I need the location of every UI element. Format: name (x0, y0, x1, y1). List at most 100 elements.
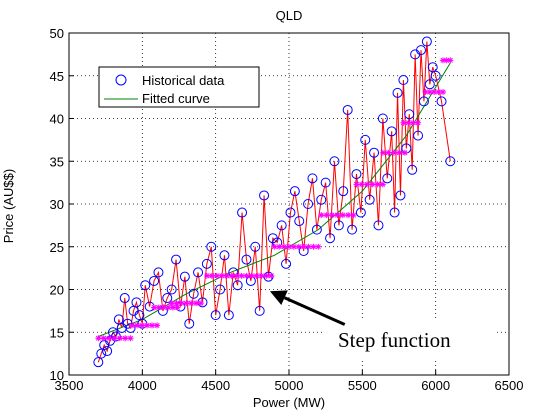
step-marker (100, 335, 107, 342)
historical-data-point (392, 87, 403, 98)
step-marker (218, 272, 225, 279)
historical-data-point (360, 134, 371, 145)
step-marker (318, 212, 325, 219)
legend-marker-historical (115, 74, 127, 86)
step-marker (151, 304, 158, 311)
step-marker (193, 300, 200, 307)
x-tick-label: 5500 (348, 378, 377, 393)
y-tick-label: 40 (50, 112, 64, 127)
historical-data-point (250, 241, 261, 252)
historical-data-point (281, 258, 292, 269)
historical-data-point (162, 293, 173, 304)
step-segment (318, 212, 357, 219)
y-tick-label: 15 (50, 325, 64, 340)
historical-data-point (364, 194, 375, 205)
historical-data-point (131, 297, 142, 308)
step-segment (400, 119, 422, 126)
step-marker (339, 212, 346, 219)
step-marker (443, 57, 450, 64)
historical-data-point (259, 190, 270, 201)
historical-data-point (210, 310, 221, 321)
historical-data-point (223, 310, 234, 321)
y-tick-label: 25 (50, 240, 64, 255)
historical-data-point (134, 310, 145, 321)
step-marker (178, 300, 185, 307)
step-marker (405, 119, 412, 126)
step-marker (305, 243, 312, 250)
historical-data-point (206, 241, 217, 252)
historical-data-point (219, 250, 230, 261)
historical-connector-line (97, 41, 451, 363)
historical-data-point (303, 199, 314, 209)
historical-data-point (201, 258, 212, 269)
step-marker (440, 88, 446, 95)
step-marker (410, 119, 417, 126)
legend-label-fitted: Fitted curve (142, 91, 210, 106)
annotation-arrow (283, 296, 346, 326)
historical-data-point (184, 318, 195, 329)
step-segment (353, 181, 386, 188)
step-marker (440, 57, 446, 64)
historical-data-point (351, 169, 362, 180)
y-tick-label: 35 (50, 154, 64, 169)
step-marker (385, 149, 392, 156)
historical-data-point (416, 45, 426, 56)
legend: Historical data Fitted curve (98, 66, 260, 108)
step-marker (426, 88, 433, 95)
step-marker (188, 300, 195, 307)
historical-data-point (404, 109, 415, 120)
step-marker (350, 212, 357, 219)
step-marker (243, 272, 250, 279)
step-marker (208, 272, 215, 279)
step-marker (396, 149, 403, 156)
step-marker (238, 272, 245, 279)
step-marker (134, 322, 141, 329)
fitted-curve (98, 62, 451, 337)
step-marker (358, 181, 365, 188)
step-marker (415, 119, 422, 126)
x-tick-label: 6500 (495, 378, 524, 393)
y-tick-label: 45 (50, 69, 64, 84)
historical-data-point (325, 233, 336, 244)
historical-data-point (398, 75, 409, 86)
step-segment (151, 304, 181, 311)
y-axis-label: Price (AU$$) (1, 169, 16, 243)
historical-data-point (285, 207, 296, 218)
historical-data-point (413, 130, 424, 141)
historical-data-point (241, 254, 252, 265)
step-marker (149, 322, 156, 329)
y-axis: 10 15 20 25 30 35 40 45 50 (50, 26, 74, 383)
x-tick-label: 5000 (275, 378, 304, 393)
step-marker (213, 272, 220, 279)
step-marker (400, 119, 407, 126)
y-tick-label: 50 (50, 26, 64, 41)
historical-data-point (263, 271, 274, 282)
annotation: Step function (269, 290, 495, 358)
step-marker (223, 272, 230, 279)
step-marker (168, 300, 175, 307)
chart-title: QLD (276, 8, 303, 23)
step-marker (116, 335, 123, 342)
historical-data-point (395, 190, 406, 201)
historical-data-point (421, 36, 432, 47)
step-marker (248, 272, 255, 279)
historical-data-point (369, 147, 380, 158)
step-segment (203, 272, 275, 279)
step-segment (271, 243, 322, 250)
x-axis-label: Power (MW) (253, 395, 325, 410)
x-tick-label: 3500 (55, 378, 84, 393)
step-marker (233, 272, 240, 279)
step-marker (295, 243, 302, 250)
step-marker (334, 212, 341, 219)
step-marker (315, 243, 322, 250)
step-marker (258, 272, 265, 279)
step-marker (286, 243, 292, 250)
step-marker (268, 272, 275, 279)
step-marker (144, 322, 151, 329)
step-marker (300, 243, 307, 250)
historical-data-point (407, 164, 418, 175)
step-marker (431, 88, 438, 95)
step-marker (281, 243, 288, 250)
step-marker (435, 88, 442, 95)
historical-data-point (102, 346, 113, 357)
